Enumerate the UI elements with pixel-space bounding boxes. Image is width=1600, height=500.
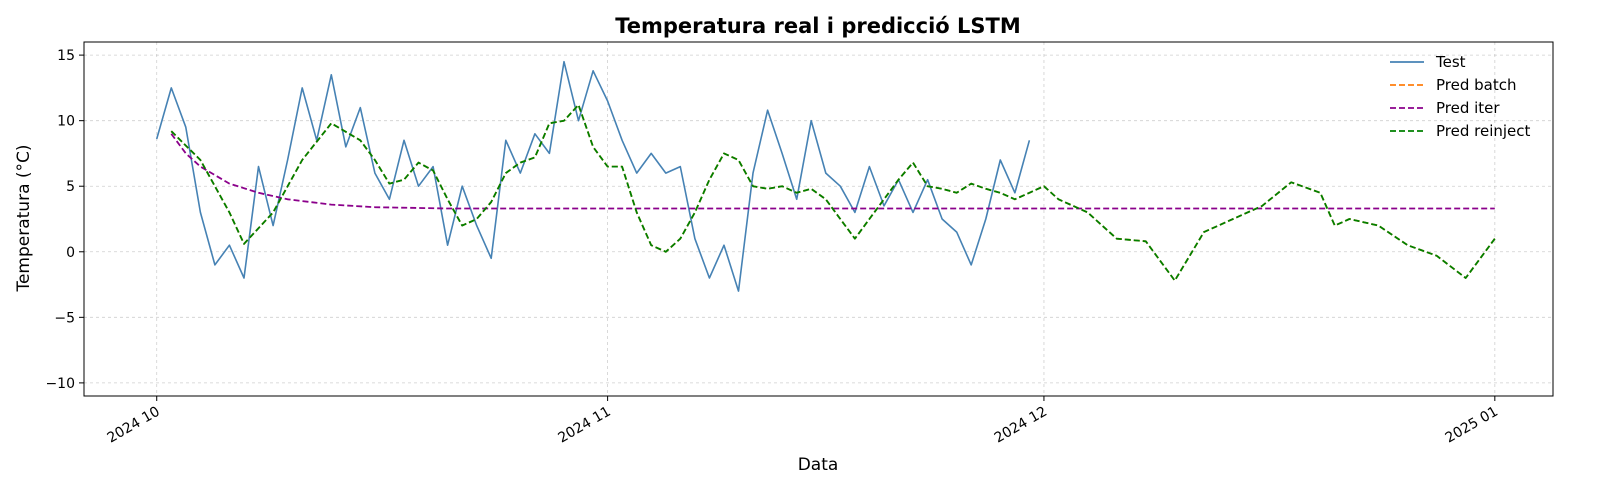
series-line-pred-iter: [170, 133, 1495, 210]
legend-label: Pred reinject: [1436, 122, 1531, 140]
y-tick-label: 5: [66, 179, 75, 195]
legend-label: Pred batch: [1436, 76, 1517, 94]
y-tick-label: −5: [54, 310, 75, 326]
series-line-pred-reinject: [170, 104, 1496, 282]
chart-title: Temperatura real i predicció LSTM: [615, 14, 1021, 38]
y-tick-label: 15: [57, 48, 75, 64]
legend-label: Pred iter: [1436, 99, 1500, 117]
y-tick-label: −10: [45, 376, 75, 392]
series-layer: [155, 60, 1496, 292]
y-axis-label: Temperatura (°C): [14, 144, 34, 292]
series-line-test: [155, 60, 1031, 292]
y-tick-label: 10: [57, 114, 75, 130]
y-tick-label: 0: [66, 245, 75, 261]
x-axis-label: Data: [798, 455, 839, 475]
legend-label: Test: [1435, 53, 1466, 71]
y-axis-ticks: −10 −5 0 5 10 15: [45, 48, 84, 392]
grid: [84, 42, 1553, 396]
plot-frame: [83, 41, 1554, 397]
legend: Test Pred batch Pred iter Pred reinject: [1390, 53, 1531, 140]
